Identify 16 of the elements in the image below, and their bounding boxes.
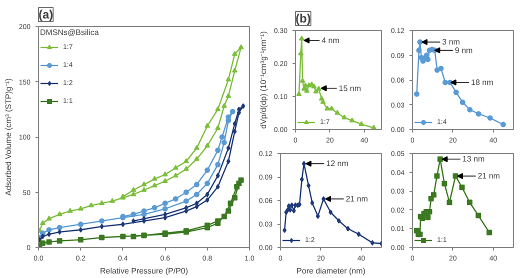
chart-title: (a)	[38, 8, 54, 22]
annotation: 9 nm	[454, 46, 474, 55]
annotation: 3 nm	[442, 38, 460, 47]
annotation: 15 nm	[338, 84, 362, 93]
y-axis-title: Adsorbed Volume (cm³ (STP)g⁻¹)	[4, 78, 13, 196]
x-axis-title: Relative Pressure (P/P0)	[100, 266, 188, 276]
annotation: 21 nm	[478, 172, 500, 181]
annotation: 18 nm	[471, 78, 494, 87]
annotation: 21 nm	[346, 194, 368, 204]
y-axis-title: dVp/d(dp) (10⁻¹cm³g⁻¹nm⁻¹)	[258, 30, 268, 129]
chart-title: (b)	[296, 12, 311, 26]
x-axis-title: Pore diameter (nm)	[296, 266, 366, 276]
annotation: 4 nm	[322, 36, 340, 45]
annotation: 12 nm	[326, 159, 349, 168]
legend-title: DMSNs@Bsilica	[40, 28, 99, 37]
annotation: 13 nm	[462, 154, 485, 164]
